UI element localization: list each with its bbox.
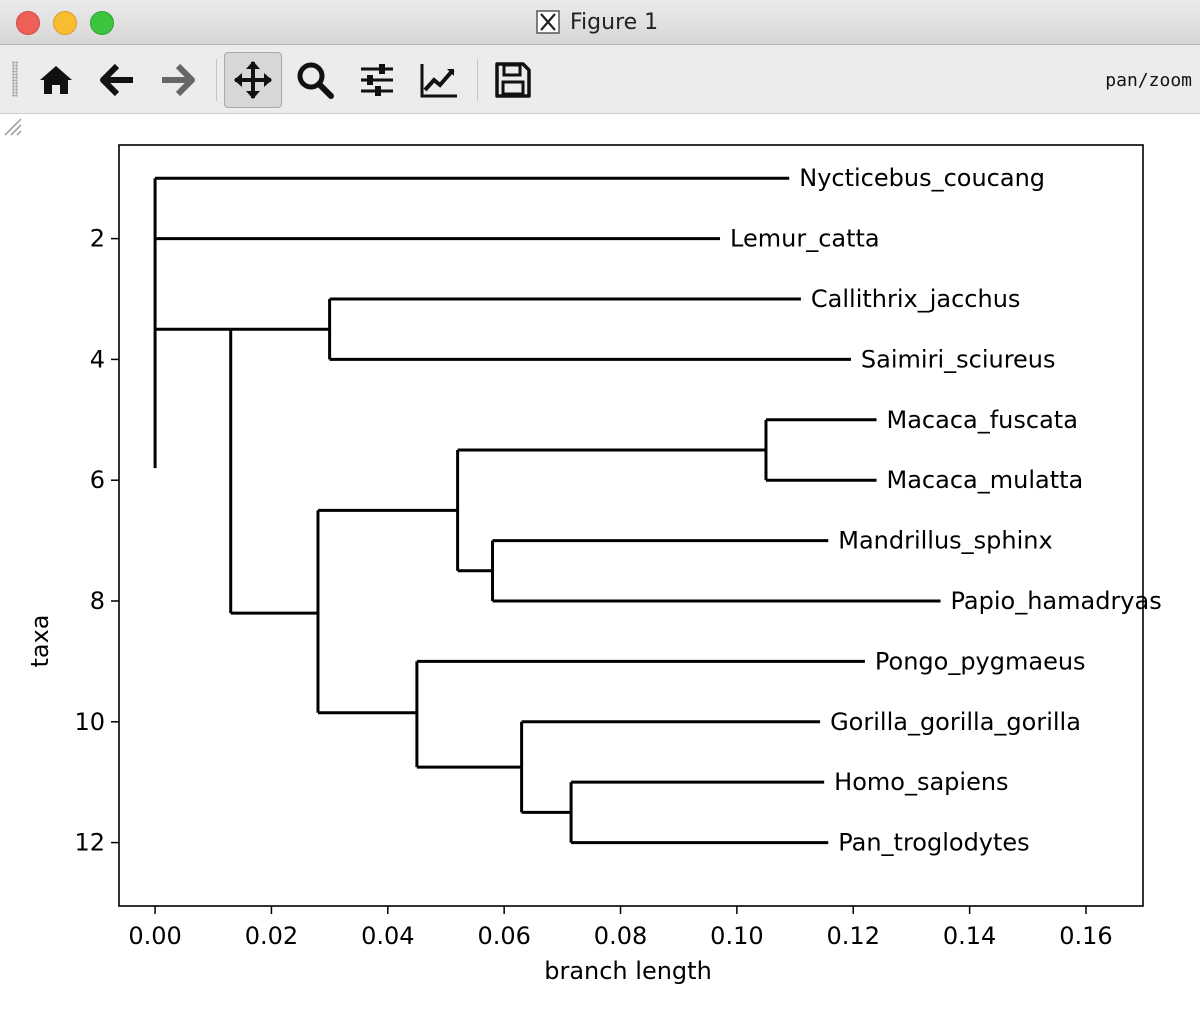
x-tick-label: 0.06 (477, 922, 530, 950)
line-chart-icon (420, 64, 457, 98)
y-tick-label: 8 (90, 587, 105, 615)
minimize-window-button[interactable] (53, 11, 77, 35)
toolbar-mode-label: pan/zoom (1105, 70, 1192, 91)
forward-button[interactable] (149, 52, 207, 108)
leaf-label: Macaca_fuscata (887, 406, 1078, 434)
sliders-icon (361, 64, 393, 96)
leaf-label: Mandrillus_sphinx (838, 527, 1052, 555)
back-button[interactable] (88, 52, 146, 108)
x-tick-label: 0.02 (245, 922, 298, 950)
home-icon (40, 66, 72, 94)
leaf-label: Pan_troglodytes (838, 829, 1029, 857)
y-tick-label: 6 (90, 466, 105, 494)
window-title: Figure 1 (570, 9, 659, 35)
figure-canvas[interactable]: Nycticebus_coucang Lemur_catta Callithrix_… (0, 114, 1200, 1013)
x-axis: 0.00 0.02 0.04 0.06 0.08 0.10 0.12 0.14 0.16 (128, 906, 1113, 950)
move-icon (234, 61, 272, 99)
toolbar-grip[interactable] (12, 61, 18, 97)
x-tick-label: 0.00 (128, 922, 181, 950)
dendrogram-chart[interactable]: Nycticebus_coucang Lemur_catta Callithrix_… (0, 114, 1200, 1013)
plot-area-frame (118, 144, 1144, 907)
save-button[interactable] (484, 52, 542, 108)
navigation-toolbar (0, 45, 1200, 114)
magnifier-icon (297, 62, 334, 99)
close-window-button[interactable] (16, 11, 40, 35)
configure-subplots-button[interactable] (348, 52, 406, 108)
edit-axis-button[interactable] (410, 52, 468, 108)
leaf-label: Macaca_mulatta (887, 466, 1084, 494)
x-tick-label: 0.08 (594, 922, 647, 950)
x-axis-label: branch length (544, 957, 712, 985)
leaf-label: Lemur_catta (730, 225, 880, 253)
leaf-label: Nycticebus_coucang (799, 164, 1045, 192)
home-button[interactable] (27, 52, 85, 108)
leaf-label: Saimiri_sciureus (861, 345, 1056, 373)
y-tick-label: 12 (74, 829, 105, 857)
window-titlebar[interactable]: Figure 1 (0, 0, 1200, 45)
resize-grip-icon[interactable] (0, 114, 22, 136)
x-tick-label: 0.12 (827, 922, 880, 950)
y-axis: 2 4 6 8 10 12 (74, 225, 119, 857)
leaf-label: Gorilla_gorilla_gorilla (830, 708, 1081, 736)
x-tick-label: 0.10 (710, 922, 763, 950)
x11-app-icon (536, 10, 560, 34)
maximize-window-button[interactable] (90, 11, 114, 35)
pan-button[interactable] (224, 52, 282, 108)
y-axis-label: taxa (26, 614, 54, 667)
x-tick-label: 0.14 (943, 922, 996, 950)
leaf-label: Pongo_pygmaeus (875, 647, 1086, 675)
tree-branches (153, 176, 941, 845)
y-tick-label: 4 (90, 345, 105, 373)
y-tick-label: 10 (74, 708, 105, 736)
floppy-disk-icon (495, 62, 531, 98)
toolbar-separator (477, 59, 478, 101)
x-tick-label: 0.16 (1059, 922, 1112, 950)
y-tick-label: 2 (90, 225, 105, 253)
window-title-group: Figure 1 (536, 9, 658, 35)
leaf-label: Callithrix_jacchus (811, 285, 1021, 313)
zoom-button[interactable] (286, 52, 344, 108)
leaf-label: Papio_hamadryas (951, 587, 1162, 615)
arrow-right-icon (162, 63, 195, 97)
leaf-label: Homo_sapiens (834, 768, 1008, 796)
toolbar-separator (216, 59, 217, 101)
arrow-left-icon (100, 63, 133, 97)
leaf-labels: Nycticebus_coucang Lemur_catta Callithrix_… (730, 164, 1162, 856)
x-tick-label: 0.04 (361, 922, 414, 950)
